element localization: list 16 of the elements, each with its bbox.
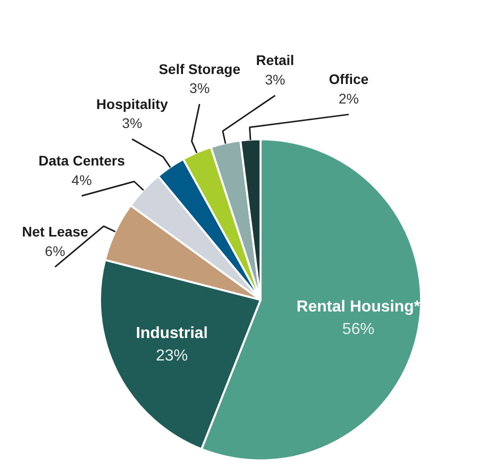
data-label: 3% bbox=[189, 80, 210, 96]
slice-label: Industrial bbox=[136, 325, 208, 342]
slice-label: Net Lease bbox=[22, 224, 88, 240]
slice-label: Data Centers bbox=[38, 152, 126, 169]
slice-label: Retail bbox=[256, 52, 294, 68]
data-label: 23% bbox=[156, 348, 188, 365]
data-label: 4% bbox=[72, 172, 92, 188]
slice-label: Office bbox=[328, 71, 369, 88]
data-label: 3% bbox=[122, 115, 142, 132]
data-label: 6% bbox=[44, 242, 66, 259]
slice-label: Self Storage bbox=[158, 60, 241, 77]
slice-label: Hospitality bbox=[96, 96, 168, 112]
data-label: 56% bbox=[342, 321, 374, 338]
data-label: 3% bbox=[264, 71, 286, 88]
slice-label: Rental Housing* bbox=[296, 298, 421, 316]
data-label: 2% bbox=[338, 90, 359, 106]
